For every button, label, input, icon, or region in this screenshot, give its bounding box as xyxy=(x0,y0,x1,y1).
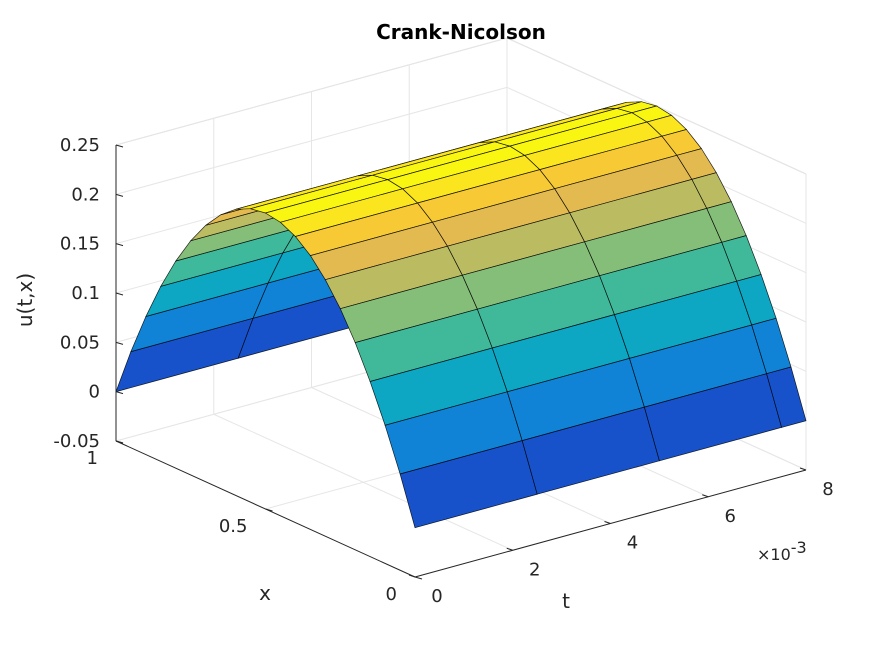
z-tick-label-1: 0 xyxy=(89,382,100,403)
z-tick-label-5: 0.2 xyxy=(71,184,100,205)
x-tick-mark-1 xyxy=(265,508,273,512)
z-tick-mark-1 xyxy=(115,391,124,395)
surface-mesh xyxy=(115,101,807,529)
axis-lines xyxy=(115,144,807,580)
z-tick-mark-0 xyxy=(115,440,124,444)
z-tick-label-3: 0.1 xyxy=(71,283,100,304)
z-tick-mark-3 xyxy=(115,292,124,296)
tick-labels: 0 2 4 6 8 0 0.5 1-0.05 0 0.05 0.1 0.15 0.2 0.25 xyxy=(53,135,833,607)
multiplier-exponent: -3 xyxy=(791,538,807,557)
x-tick-label-2: 1 xyxy=(87,448,98,469)
z-tick-mark-6 xyxy=(115,144,124,148)
t-tick-label-2: 4 xyxy=(627,533,638,554)
t-axis-multiplier: ×10-3 xyxy=(757,538,807,564)
z-tick-label-6: 0.25 xyxy=(60,135,100,156)
surface-patch-3-0 xyxy=(766,366,807,428)
t-axis-label: t xyxy=(562,589,570,613)
z-tick-label-2: 0.05 xyxy=(60,332,100,353)
t-tick-mark-2 xyxy=(604,521,611,524)
z-tick-label-4: 0.15 xyxy=(60,234,100,255)
chart-title: Crank-Nicolson xyxy=(376,20,546,44)
z-tick-label-0: -0.05 xyxy=(53,431,100,452)
z-tick-mark-2 xyxy=(115,341,124,345)
t-tick-label-4: 8 xyxy=(822,479,833,500)
t-tick-label-0: 0 xyxy=(431,586,442,607)
x-tick-label-0: 0 xyxy=(386,584,397,605)
z-axis-label: u(t,x) xyxy=(13,273,37,327)
t-tick-mark-3 xyxy=(702,494,709,498)
x-tick-label-1: 0.5 xyxy=(219,516,248,537)
t-tick-mark-0 xyxy=(408,574,416,578)
wall-grid-z-5 xyxy=(115,86,508,195)
z-tick-mark-5 xyxy=(115,193,124,197)
x-axis-label: x xyxy=(259,581,271,605)
x-tick-mark-0 xyxy=(414,576,423,580)
t-tick-mark-1 xyxy=(506,547,513,551)
t-tick-label-3: 6 xyxy=(725,506,736,527)
multiplier-base: ×10 xyxy=(757,545,791,564)
t-tick-label-1: 2 xyxy=(529,559,540,580)
wall-grid-z-6 xyxy=(115,37,508,146)
z-tick-mark-4 xyxy=(115,243,124,247)
t-tick-mark-4 xyxy=(799,467,807,471)
